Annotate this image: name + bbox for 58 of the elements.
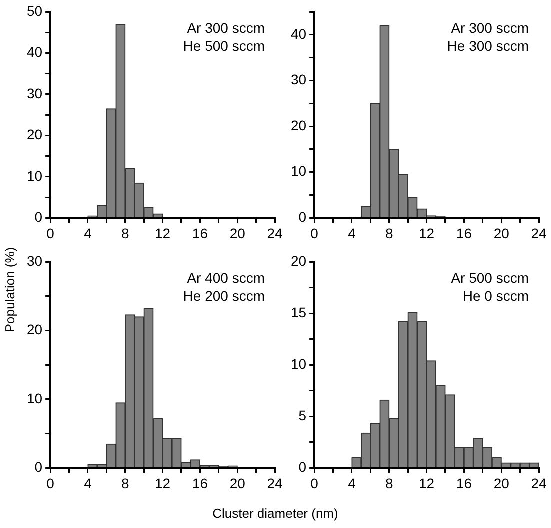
y-tick-label: 20 bbox=[26, 322, 43, 338]
x-tick-label: 24 bbox=[531, 225, 547, 242]
y-tick-label: 0 bbox=[34, 459, 43, 476]
annotation: Ar 400 sccm bbox=[187, 270, 265, 286]
annotation: Ar 300 sccm bbox=[451, 20, 529, 36]
y-tick-label: 10 bbox=[26, 390, 43, 406]
y-tick-label: 20 bbox=[26, 126, 43, 143]
x-tick-label: 4 bbox=[348, 225, 356, 242]
x-tick-label: 24 bbox=[267, 475, 283, 492]
x-tick-label: 20 bbox=[230, 475, 246, 492]
x-tick-label: 12 bbox=[418, 475, 435, 492]
y-tick-label: 20 bbox=[290, 252, 307, 269]
annotation: He 500 sccm bbox=[183, 38, 265, 54]
x-tick-label: 0 bbox=[46, 225, 55, 242]
y-tick-label: 5 bbox=[298, 408, 307, 424]
annotation: Ar 500 sccm bbox=[451, 270, 529, 286]
y-tick-label: 40 bbox=[290, 26, 307, 42]
y-tick-label: 40 bbox=[26, 44, 43, 60]
x-tick-label: 12 bbox=[154, 475, 171, 492]
y-tick-label: 10 bbox=[290, 163, 307, 180]
y-tick-label: 50 bbox=[26, 2, 43, 19]
x-tick-label: 12 bbox=[418, 225, 435, 242]
y-tick-label: 15 bbox=[290, 304, 307, 320]
x-tick-label: 24 bbox=[267, 225, 283, 242]
x-tick-label: 24 bbox=[531, 475, 547, 492]
y-axis-title: Population (%) bbox=[2, 247, 18, 333]
x-tick-label: 16 bbox=[456, 225, 472, 242]
x-tick-label: 12 bbox=[154, 225, 171, 242]
x-tick-label: 20 bbox=[494, 475, 510, 492]
x-tick-label: 8 bbox=[385, 475, 394, 492]
x-tick-label: 20 bbox=[494, 225, 510, 242]
x-tick-label: 4 bbox=[84, 475, 92, 492]
y-tick-label: 30 bbox=[26, 252, 43, 269]
y-tick-label: 30 bbox=[26, 85, 43, 102]
annotation: He 0 sccm bbox=[462, 288, 529, 304]
x-tick-label: 8 bbox=[385, 225, 394, 242]
annotation: Ar 300 sccm bbox=[187, 20, 265, 36]
x-axis-title: Cluster diameter (nm) bbox=[212, 506, 340, 521]
x-tick-label: 16 bbox=[192, 225, 208, 242]
y-tick-label: 10 bbox=[290, 356, 307, 372]
y-tick-label: 0 bbox=[34, 209, 43, 226]
x-tick-label: 0 bbox=[310, 475, 319, 492]
y-tick-label: 30 bbox=[290, 72, 307, 88]
x-tick-label: 0 bbox=[310, 225, 319, 242]
x-tick-label: 8 bbox=[121, 475, 130, 492]
y-tick-label: 20 bbox=[290, 117, 307, 134]
x-tick-label: 0 bbox=[46, 475, 55, 492]
y-tick-label: 0 bbox=[298, 209, 307, 226]
x-tick-label: 4 bbox=[84, 225, 92, 242]
y-tick-label: 10 bbox=[26, 168, 43, 184]
x-tick-label: 16 bbox=[192, 475, 208, 492]
x-tick-label: 16 bbox=[456, 475, 472, 492]
x-tick-label: 8 bbox=[121, 225, 130, 242]
y-tick-label: 0 bbox=[298, 459, 307, 476]
x-tick-label: 20 bbox=[230, 225, 246, 242]
annotation: He 300 sccm bbox=[447, 38, 529, 54]
annotation: He 200 sccm bbox=[183, 288, 265, 304]
x-tick-label: 4 bbox=[348, 475, 356, 492]
